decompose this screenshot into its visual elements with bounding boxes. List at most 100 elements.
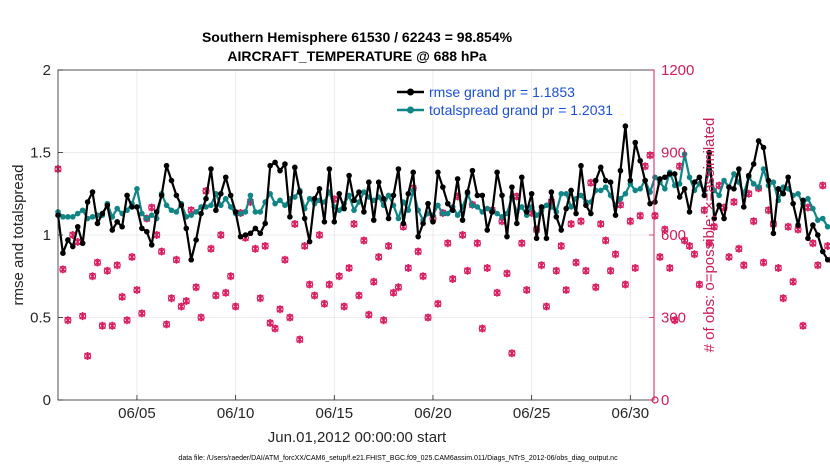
rmse-point [721, 215, 727, 222]
obs-assimilated-point [597, 220, 605, 228]
rmse-point [425, 200, 431, 207]
totalspread-point [395, 215, 402, 222]
obs-assimilated-point [557, 242, 565, 250]
obs-assimilated-point [301, 242, 309, 250]
rmse-point [790, 200, 796, 207]
obs-assimilated-point [365, 310, 373, 319]
obs-assimilated-point [681, 236, 689, 245]
legend: rmse grand pr = 1.1853 totalspread grand… [397, 84, 613, 118]
obs-assimilated-point [686, 242, 693, 250]
obs-assimilated-point [375, 253, 383, 261]
obs-assimilated-point [449, 275, 457, 283]
obs-assimilated-point [799, 321, 807, 330]
rmse-point [800, 197, 806, 204]
obs-assimilated-point [666, 264, 674, 272]
totalspread-point [760, 166, 767, 172]
obs-assimilated-point [552, 266, 560, 275]
obs-assimilated-point [360, 236, 368, 245]
rmse-point [706, 149, 713, 156]
rmse-point [711, 215, 717, 222]
rmse-point [430, 219, 436, 225]
rmse-point [578, 162, 584, 169]
obs-assimilated-point [444, 239, 452, 248]
rmse-point [824, 256, 830, 263]
obs-assimilated-point [819, 181, 827, 190]
rmse-point [464, 189, 471, 195]
rmse-point [227, 192, 234, 199]
obs-assimilated-point [760, 258, 767, 267]
obs-assimilated-point [182, 297, 190, 305]
obs-assimilated-point [380, 316, 388, 325]
obs-assimilated-point [79, 312, 87, 321]
totalspread-point [578, 192, 584, 199]
obs-assimilated-point [730, 198, 738, 206]
rmse-point [282, 161, 288, 167]
y-axis-left-label: rmse and totalspread [10, 165, 27, 306]
rmse-point [395, 166, 402, 172]
rmse-point [321, 219, 328, 225]
y-right-tick-label: 300 [661, 310, 686, 327]
legend-rmse-marker [407, 88, 414, 96]
obs-assimilated-point [705, 239, 713, 248]
rmse-point [459, 217, 466, 223]
totalspread-point [652, 174, 658, 181]
rmse-point [188, 256, 195, 263]
totalspread-point [292, 194, 298, 200]
obs-assimilated-point [123, 316, 131, 325]
obs-assimilated-point [370, 277, 378, 286]
obs-assimilated-point [207, 244, 215, 253]
rmse-point [632, 139, 639, 146]
totalspread-point [750, 181, 757, 187]
legend-rmse-label: rmse grand pr = 1.1853 [429, 84, 575, 100]
rmse-point [538, 204, 545, 210]
obs-assimilated-point [424, 313, 432, 322]
rmse-point [247, 230, 254, 237]
obs-assimilated-point [340, 302, 348, 311]
rmse-point [168, 177, 175, 184]
obs-assimilated-point [296, 335, 304, 344]
rmse-series [55, 123, 830, 263]
chart-title-line1: Southern Hemisphere 61530 / 62243 = 98.8… [202, 29, 513, 45]
obs-assimilated-point [518, 239, 526, 248]
totalspread-point [79, 207, 86, 214]
rmse-point [252, 225, 259, 232]
rmse-point [435, 169, 441, 176]
totalspread-point [134, 186, 140, 192]
obs-assimilated-point [577, 217, 585, 226]
rmse-point [193, 237, 199, 243]
rmse-point [292, 164, 298, 171]
rmse-point [163, 162, 170, 169]
rmse-point [602, 177, 609, 184]
obs-assimilated-point [587, 178, 595, 187]
rmse-point [666, 171, 673, 177]
totalspread-point [351, 207, 357, 214]
totalspread-point [222, 195, 229, 202]
obs-assimilated-point [419, 272, 427, 281]
obs-assimilated-point [567, 220, 575, 228]
obs-assimilated-point [192, 283, 200, 292]
obs-assimilated-point [602, 236, 610, 245]
totalspread-point [385, 192, 392, 199]
rmse-point [306, 238, 313, 245]
rmse-point [139, 225, 145, 232]
rmse-point [183, 225, 190, 232]
y-tick-label: 2 [43, 62, 51, 79]
rmse-point [89, 189, 96, 195]
obs-assimilated-point [355, 291, 363, 300]
rmse-point [99, 210, 106, 217]
x-tick-label: 06/05 [118, 405, 156, 422]
obs-assimilated-point [612, 250, 619, 259]
totalspread-point [563, 190, 569, 197]
rmse-point [237, 233, 244, 240]
rmse-point [745, 172, 752, 179]
rmse-point [775, 186, 782, 192]
rmse-point [819, 248, 826, 255]
obs-assimilated-point [784, 222, 792, 231]
totalspread-point [346, 192, 352, 199]
obs-assimilated-point [671, 316, 679, 325]
obs-assimilated-point [607, 266, 615, 275]
rmse-point [780, 190, 787, 197]
obs-assimilated-point [163, 320, 171, 329]
rmse-point [104, 202, 111, 209]
obs-assimilated-point [138, 309, 146, 318]
